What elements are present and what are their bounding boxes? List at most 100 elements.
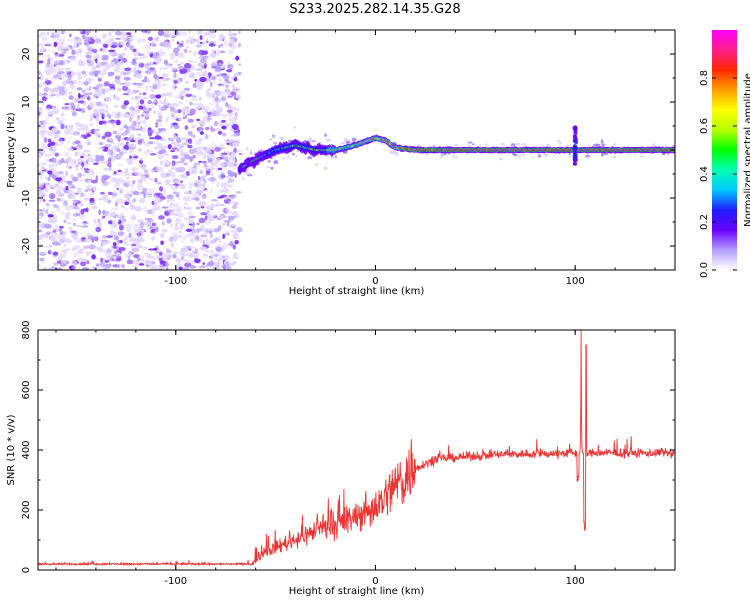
- noise-speckle: [161, 206, 169, 209]
- noise-speckle: [126, 137, 132, 142]
- noise-speckle: [189, 108, 196, 115]
- noise-speckle: [100, 161, 106, 164]
- noise-speckle: [147, 178, 155, 181]
- noise-speckle: [173, 135, 178, 140]
- noise-speckle: [202, 262, 205, 265]
- noise-speckle: [51, 105, 54, 110]
- x-tick-label: -100: [164, 276, 187, 287]
- noise-speckle: [101, 135, 107, 140]
- noise-speckle: [116, 112, 120, 117]
- noise-speckle: [165, 64, 171, 67]
- noise-speckle: [166, 257, 170, 261]
- noise-speckle: [65, 212, 71, 216]
- noise-speckle: [68, 95, 74, 100]
- ridge-halo-speckle: [287, 155, 290, 159]
- noise-speckle: [233, 147, 238, 154]
- noise-speckle: [81, 174, 87, 176]
- noise-speckle: [143, 96, 148, 100]
- noise-speckle: [104, 212, 109, 216]
- noise-speckle: [155, 36, 160, 42]
- ridge-halo-speckle: [330, 156, 334, 159]
- noise-speckle: [117, 88, 122, 92]
- noise-speckle: [220, 43, 224, 46]
- noise-speckle: [158, 104, 162, 110]
- noise-speckle: [38, 143, 41, 147]
- noise-speckle: [66, 59, 71, 64]
- noise-speckle: [168, 236, 174, 243]
- noise-speckle: [226, 221, 230, 227]
- noise-speckle: [218, 44, 221, 48]
- noise-speckle: [144, 124, 148, 128]
- noise-speckle: [59, 211, 65, 214]
- noise-speckle: [67, 140, 70, 144]
- noise-speckle: [89, 123, 94, 126]
- noise-speckle: [40, 199, 43, 202]
- noise-speckle: [148, 187, 156, 194]
- noise-speckle: [66, 221, 72, 224]
- noise-speckle: [114, 95, 120, 102]
- noise-speckle: [161, 73, 165, 78]
- noise-speckle: [152, 84, 158, 90]
- noise-speckle: [166, 218, 172, 224]
- ridge-halo-speckle: [241, 177, 245, 180]
- noise-speckle: [224, 220, 232, 223]
- noise-speckle: [80, 192, 84, 197]
- noise-speckle: [77, 72, 81, 77]
- noise-speckle: [159, 51, 164, 57]
- noise-speckle: [96, 267, 105, 270]
- noise-speckle: [115, 198, 123, 204]
- noise-speckle: [56, 139, 62, 142]
- noise-speckle: [214, 147, 222, 152]
- noise-speckle: [92, 34, 98, 38]
- noise-speckle: [236, 227, 243, 233]
- noise-speckle: [130, 189, 134, 194]
- noise-speckle: [231, 84, 235, 89]
- noise-speckle: [39, 74, 44, 81]
- noise-speckle: [47, 138, 52, 143]
- noise-speckle: [147, 36, 154, 41]
- noise-speckle: [139, 222, 144, 229]
- noise-speckle: [69, 195, 76, 199]
- noise-speckle: [180, 95, 184, 100]
- noise-speckle: [78, 145, 83, 149]
- noise-speckle: [108, 49, 116, 53]
- noise-speckle: [85, 78, 93, 82]
- noise-speckle: [131, 97, 135, 100]
- noise-speckle: [232, 57, 235, 61]
- noise-speckle: [221, 119, 226, 123]
- noise-speckle: [113, 246, 117, 249]
- noise-speckle: [108, 51, 114, 56]
- noise-speckle: [157, 59, 163, 63]
- noise-speckle: [83, 92, 89, 96]
- ridge-halo-speckle: [325, 138, 331, 143]
- noise-speckle: [88, 86, 92, 91]
- noise-speckle: [82, 222, 87, 227]
- noise-speckle: [107, 191, 114, 196]
- noise-speckle: [63, 152, 70, 157]
- noise-speckle: [63, 59, 67, 64]
- noise-speckle: [225, 175, 232, 179]
- noise-speckle: [122, 237, 128, 242]
- noise-speckle: [196, 228, 203, 232]
- noise-speckle: [170, 139, 176, 145]
- noise-speckle: [213, 261, 219, 267]
- noise-speckle: [156, 181, 162, 185]
- noise-speckle: [218, 258, 226, 261]
- noise-speckle: [154, 146, 158, 149]
- noise-speckle: [165, 183, 173, 186]
- snr-series-line: [38, 330, 675, 567]
- noise-speckle: [55, 190, 61, 195]
- noise-speckle: [59, 225, 64, 229]
- noise-speckle: [159, 66, 163, 71]
- noise-speckle: [56, 71, 61, 78]
- noise-speckle: [178, 101, 183, 104]
- noise-speckle: [127, 255, 131, 261]
- noise-speckle: [54, 161, 59, 167]
- noise-speckle: [112, 57, 119, 62]
- ridge-halo-speckle: [483, 143, 489, 146]
- noise-speckle: [90, 113, 95, 118]
- noise-speckle: [127, 162, 133, 165]
- noise-speckle: [105, 253, 113, 257]
- noise-speckle: [65, 170, 68, 177]
- noise-speckle: [126, 32, 132, 35]
